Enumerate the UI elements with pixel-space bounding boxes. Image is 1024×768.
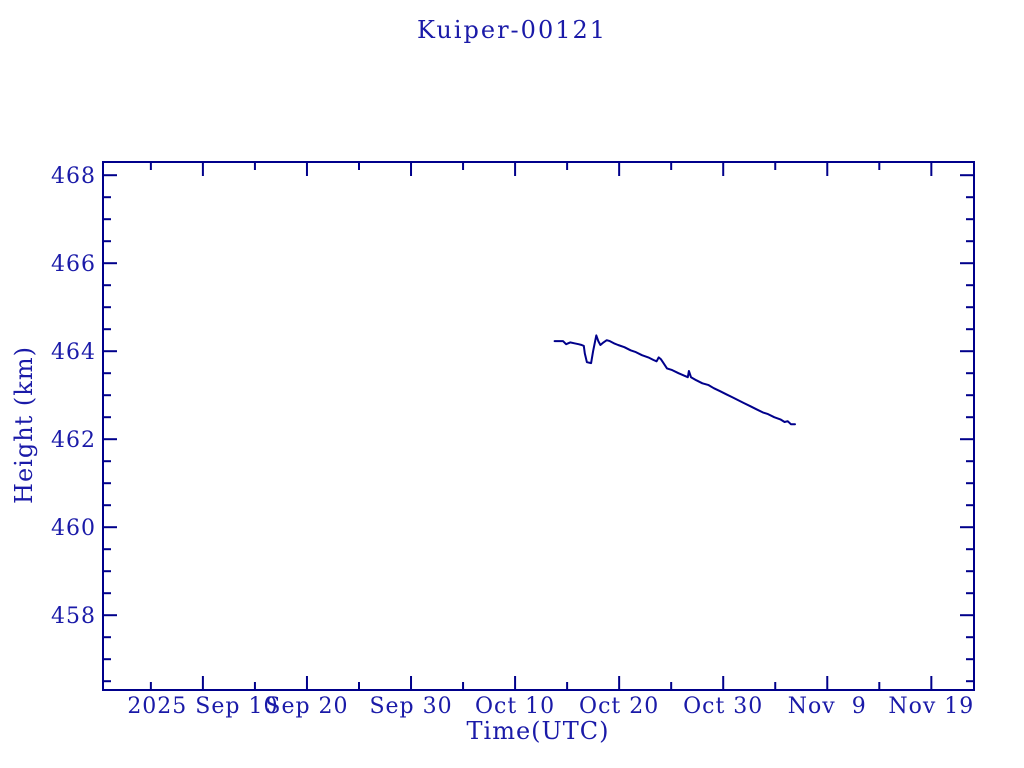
data-line bbox=[553, 334, 796, 426]
x-axis-tick-label: Sep 30 bbox=[369, 694, 452, 719]
x-axis-tick-label: Nov 9 bbox=[788, 694, 867, 719]
x-axis-tick-label: Oct 20 bbox=[579, 694, 659, 719]
x-axis-label: Time(UTC) bbox=[466, 717, 610, 745]
x-axis-tick-label: Oct 30 bbox=[683, 694, 763, 719]
y-axis-tick-label: 468 bbox=[51, 164, 96, 189]
y-axis-tick-label: 462 bbox=[51, 428, 96, 453]
y-axis-tick-label: 464 bbox=[51, 340, 96, 365]
chart-title: Kuiper-00121 bbox=[416, 16, 608, 44]
y-axis-tick-label: 466 bbox=[51, 252, 96, 277]
x-axis-tick-label: Oct 10 bbox=[475, 694, 555, 719]
x-axis-tick-label: Sep 20 bbox=[265, 694, 348, 719]
x-axis-tick-label: 2025 Sep 10 bbox=[127, 694, 278, 719]
plot-frame bbox=[102, 161, 975, 691]
x-axis-tick-label: Nov 19 bbox=[888, 694, 974, 719]
y-axis-tick-label: 458 bbox=[51, 604, 96, 629]
y-axis-tick-label: 460 bbox=[51, 516, 96, 541]
